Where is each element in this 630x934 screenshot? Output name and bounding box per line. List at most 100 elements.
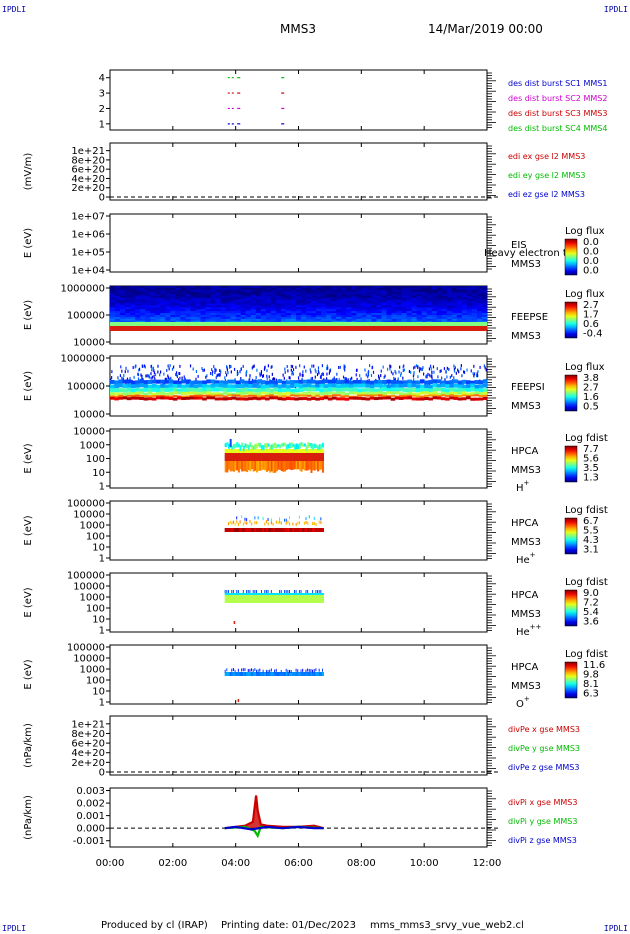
y-tick-label: 2e+20	[71, 758, 105, 769]
spectro-cell	[227, 443, 231, 449]
spectro-cell	[432, 396, 438, 400]
spectro-cell	[355, 373, 357, 377]
spectro-cell	[230, 289, 237, 293]
spectro-cell	[232, 453, 235, 461]
legend-entry: edi ex gse l2 MMS3	[508, 152, 585, 161]
spectro-cell	[285, 309, 292, 312]
spectro-cell	[195, 299, 201, 302]
spectro-cell	[441, 303, 448, 306]
spectro-cell	[115, 299, 121, 302]
colorbar-title: Log flux	[565, 289, 605, 300]
spectro-cell	[150, 316, 156, 320]
spectro-cell	[311, 291, 317, 295]
spectro-cell	[446, 320, 453, 324]
spectro-cell	[386, 303, 392, 306]
y-tick-label: 8e+20	[71, 155, 105, 166]
spectro-cell	[291, 370, 294, 374]
spectro-cell	[175, 295, 181, 298]
spectro-cell	[205, 293, 211, 297]
spectro-cell	[170, 287, 176, 291]
spectro-cell	[461, 388, 467, 393]
spectro-cell	[260, 316, 267, 320]
spectro-cell	[260, 593, 264, 595]
y-tick-label: 100000	[67, 571, 105, 582]
spectro-cell	[135, 383, 140, 388]
spectro-cell	[175, 320, 181, 324]
spectro-cell	[292, 461, 295, 470]
spectro-cell	[231, 396, 237, 400]
spectro-cell	[246, 595, 249, 603]
spectro-cell	[366, 297, 372, 300]
spectro-cell	[120, 309, 126, 312]
spectro-cell	[433, 370, 435, 374]
y-tick-label: 1e+05	[71, 248, 105, 259]
spectro-cell	[205, 316, 211, 320]
spectro-cell	[446, 286, 453, 289]
spectro-cell	[200, 297, 206, 300]
spectro-cell	[476, 286, 483, 289]
spectro-cell	[289, 376, 291, 380]
spectro-cell	[346, 291, 352, 295]
spectro-cell	[424, 394, 429, 397]
spectro-cell	[326, 293, 332, 297]
spectro-cell	[269, 396, 274, 400]
legend-entry: des dist burst SC4 MMS4	[508, 124, 607, 133]
spectro-cell	[378, 376, 381, 380]
spectro-cell	[295, 289, 302, 293]
spectro-cell	[310, 377, 312, 381]
spectro-cell	[165, 320, 171, 324]
spectro-cell	[401, 286, 407, 289]
spectro-cell	[336, 378, 338, 382]
spectro-cell	[225, 287, 232, 291]
spectro-cell	[114, 397, 119, 401]
spectro-cell	[210, 297, 216, 300]
spectro-cell	[150, 293, 156, 297]
spectro-cell	[288, 528, 292, 532]
spectro-cell	[249, 668, 251, 672]
spectro-cell	[249, 449, 252, 453]
spectro-cell	[346, 315, 352, 318]
spectro-cell	[190, 309, 196, 312]
spectro-cell	[285, 311, 292, 314]
spectro-cell	[118, 383, 123, 388]
spectro-cell	[125, 311, 131, 314]
spectro-cell	[165, 295, 171, 298]
spectro-cell	[226, 595, 229, 603]
spectro-cell	[152, 366, 155, 370]
spectro-cell	[320, 517, 322, 521]
spectro-cell	[421, 311, 428, 314]
spectro-cell	[403, 392, 408, 396]
spectro-cell	[346, 316, 352, 320]
spectro-cell	[364, 368, 366, 372]
spectro-cell	[160, 297, 166, 300]
spectro-cell	[165, 313, 171, 316]
spectro-cell	[301, 373, 303, 377]
spectro-cell	[165, 299, 171, 302]
spectro-cell	[273, 377, 276, 381]
spectro-cell	[326, 303, 332, 306]
spectro-cell	[331, 316, 337, 320]
spectro-cell	[230, 370, 232, 374]
spectro-cell	[260, 309, 267, 312]
spectro-cell	[160, 299, 166, 302]
spectro-cell	[472, 371, 474, 375]
spectro-cell	[455, 371, 457, 375]
spectro-cell	[190, 291, 196, 295]
spectro-cell	[446, 315, 453, 318]
spectro-cell	[290, 316, 297, 320]
spectro-cell	[295, 315, 302, 318]
spectro-cell	[403, 368, 405, 372]
spectro-cell	[288, 593, 292, 595]
spectro-cell	[426, 293, 433, 297]
spectro-cell	[260, 318, 267, 322]
spectro-cell	[445, 397, 450, 401]
spectro-cell	[310, 442, 313, 449]
spectro-cell	[146, 374, 148, 378]
spectro-cell	[461, 316, 468, 320]
spectro-cell	[190, 293, 196, 297]
spectro-cell	[456, 316, 463, 320]
spectro-cell	[154, 373, 157, 377]
spectro-cell	[426, 286, 433, 289]
